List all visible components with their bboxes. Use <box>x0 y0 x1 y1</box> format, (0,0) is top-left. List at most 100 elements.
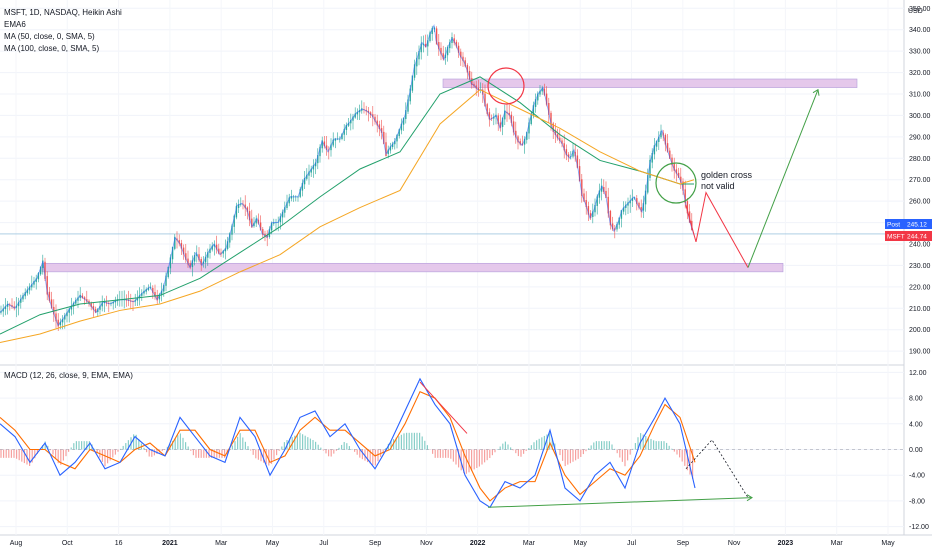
candle-body <box>251 218 253 228</box>
candle-body <box>484 93 486 107</box>
macd-histogram-bar <box>3 449 5 458</box>
macd-histogram-bar <box>359 449 361 458</box>
candle-body <box>539 90 541 95</box>
time-tick-label: Aug <box>10 540 23 547</box>
candle-body <box>4 306 7 310</box>
candle-body <box>64 315 66 320</box>
candle-body <box>682 181 684 191</box>
support-resistance-zones <box>0 78 904 273</box>
annotation-golden-cross: golden cross <box>701 170 753 180</box>
candle-body <box>596 196 598 206</box>
price-axis[interactable]: 350.00 340.00 330.00 320.00 310.00 300.00 290.… <box>885 6 932 531</box>
time-axis[interactable]: Aug Oct 16 2021 Mar May Jul Sep Nov 2022 Mar May Jul… <box>10 540 895 547</box>
candle-body <box>215 244 218 250</box>
candle-body <box>545 93 548 105</box>
macd-histogram-bar <box>127 440 129 450</box>
candle-body <box>2 308 4 312</box>
candle-body <box>609 211 612 226</box>
candle-body <box>669 150 671 159</box>
macd-histogram-bar <box>382 449 384 453</box>
candle-body <box>475 85 477 89</box>
candle-body <box>94 309 97 313</box>
candle-body <box>83 297 86 300</box>
candle-body <box>642 203 645 211</box>
time-tick-label: 2022 <box>470 540 486 547</box>
macd-histogram-bar <box>224 449 226 458</box>
candle-body <box>343 129 345 135</box>
macd-divergence-arrowhead <box>746 494 753 502</box>
macd-projection-line <box>685 439 749 498</box>
candle-body <box>376 120 378 126</box>
macd-histogram-bar <box>190 449 192 451</box>
candle-body <box>317 154 319 164</box>
macd-histogram-bar <box>533 442 535 450</box>
candle-body <box>416 57 418 67</box>
candle-body <box>673 163 675 171</box>
candle-body <box>147 287 150 290</box>
macd-histogram-bar <box>476 449 478 468</box>
candle-body <box>471 78 473 86</box>
macd-histogram-bar <box>101 449 103 462</box>
candle-body <box>182 247 185 255</box>
macd-histogram-bar <box>52 449 54 455</box>
macd-histogram-bar <box>299 432 301 450</box>
candle-body <box>374 116 376 122</box>
candle-body <box>554 130 557 136</box>
macd-histogram-bar <box>458 449 460 468</box>
candle-body <box>625 204 627 208</box>
legend-ema6: EMA6 <box>4 20 26 29</box>
macd-histogram-bar <box>83 441 85 450</box>
candle-body <box>528 122 530 134</box>
macd-histogram-bar <box>166 446 168 450</box>
candle-body <box>493 116 495 119</box>
candle-body <box>299 189 301 197</box>
candle-body <box>453 38 455 43</box>
candle-body <box>519 141 521 145</box>
price-tick-label: 210.00 <box>909 306 931 313</box>
candle-body <box>70 305 73 310</box>
macd-histogram-bar <box>16 449 18 459</box>
macd-histogram-bar <box>34 449 36 459</box>
macd-tick-label: -4.00 <box>909 473 925 480</box>
macd-histogram-bar <box>309 438 311 450</box>
macd-histogram-bar <box>289 438 291 450</box>
macd-histogram-bar <box>192 449 194 456</box>
candle-body <box>332 139 334 146</box>
macd-histogram-bar <box>263 449 265 463</box>
candle-body <box>455 41 458 47</box>
macd-histogram-bar <box>96 449 98 454</box>
candle-body <box>400 123 403 131</box>
macd-histogram-bar <box>608 441 610 450</box>
candle-body <box>66 312 68 317</box>
macd-histogram-bar <box>112 449 114 458</box>
price-tag[interactable] <box>885 231 932 241</box>
macd-histogram-bar <box>554 443 556 450</box>
candle-body <box>158 294 161 300</box>
macd-histogram-bar <box>424 440 426 450</box>
macd-histogram-bar <box>624 449 626 467</box>
macd-histogram-bar <box>442 449 444 458</box>
candle-body <box>424 44 427 48</box>
candle-body <box>664 134 667 145</box>
macd-histogram-bar <box>86 441 88 450</box>
currency-label: USD <box>908 8 923 15</box>
macd-histogram-bar <box>611 444 613 450</box>
macd-histogram-bar <box>172 441 174 450</box>
macd-histogram-bar <box>569 449 571 464</box>
macd-histogram-bar <box>5 449 7 458</box>
candle-body <box>211 245 213 250</box>
candle-body <box>660 131 662 138</box>
macd-histogram-bar <box>75 441 77 450</box>
candle-body <box>508 112 510 116</box>
price-tag[interactable] <box>885 219 932 229</box>
macd-histogram-bar <box>81 441 83 450</box>
macd-histogram-bar <box>320 447 322 450</box>
macd-histogram-bar <box>525 449 527 451</box>
candle-body <box>611 223 614 230</box>
candle-body <box>264 233 266 237</box>
candle-body <box>154 292 156 297</box>
macd-histogram-bar <box>582 449 584 455</box>
macd-histogram-bar <box>0 449 2 458</box>
macd-title: MACD (12, 26, close, 9, EMA, EMA) <box>4 371 133 380</box>
